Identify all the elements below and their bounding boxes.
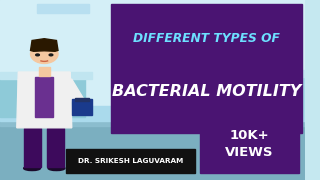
Text: BACTERIAL MOTILITY: BACTERIAL MOTILITY [112, 84, 301, 99]
Ellipse shape [36, 54, 39, 56]
Polygon shape [18, 79, 35, 112]
Bar [36, 4, 89, 13]
Bar [66, 149, 196, 173]
Bar [250, 83, 272, 112]
Polygon shape [17, 72, 72, 128]
Bar [0, 77, 85, 117]
Bar [250, 74, 272, 83]
Ellipse shape [49, 54, 53, 56]
Bar [200, 115, 299, 173]
Polygon shape [63, 79, 87, 108]
Bar [35, 77, 53, 117]
Text: DR. SRIKESH LAGUVARAM: DR. SRIKESH LAGUVARAM [78, 158, 183, 164]
Bar [0, 117, 305, 126]
Bar [75, 98, 89, 101]
Bar [0, 72, 92, 79]
Polygon shape [30, 39, 58, 51]
Text: 10K+
VIEWS: 10K+ VIEWS [225, 129, 274, 159]
Ellipse shape [48, 166, 65, 171]
Bar [24, 128, 41, 167]
Bar [275, 74, 296, 83]
Bar [0, 119, 305, 180]
Bar [192, 76, 305, 115]
Bar [72, 99, 92, 115]
Bar [0, 106, 305, 121]
Text: DIFFERENT TYPES OF: DIFFERENT TYPES OF [133, 32, 280, 45]
Bar [275, 83, 296, 112]
Bar [0, 0, 305, 119]
Ellipse shape [30, 45, 58, 64]
Bar [47, 128, 64, 167]
Ellipse shape [24, 166, 40, 171]
Bar [253, 110, 256, 117]
Bar [269, 110, 272, 117]
Bar [192, 70, 305, 77]
Bar [111, 4, 302, 133]
Bar [39, 67, 50, 76]
